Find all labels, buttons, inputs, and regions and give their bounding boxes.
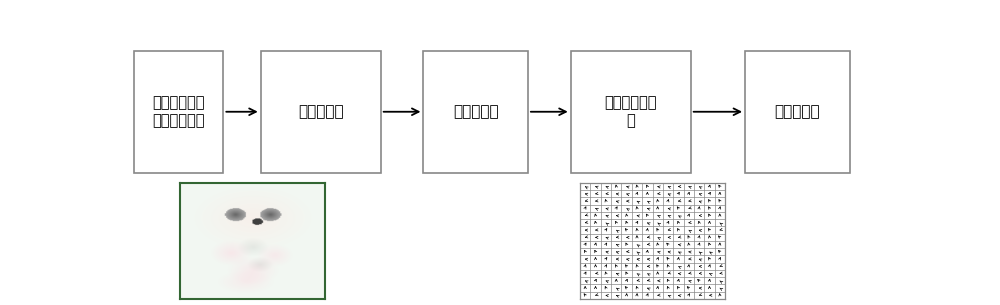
Text: 检测／归类: 检测／归类 [774, 104, 820, 119]
Bar [745, 51, 850, 173]
Text: 光流场估计: 光流场估计 [298, 104, 344, 119]
Bar [571, 51, 691, 173]
Bar [423, 51, 528, 173]
Bar [261, 51, 381, 173]
Text: 对图像序列插
值到指定帧数: 对图像序列插 值到指定帧数 [153, 95, 205, 128]
Text: 迭代估计主方
向: 迭代估计主方 向 [604, 95, 657, 128]
Bar [134, 51, 223, 173]
Text: 精细化对齐: 精细化对齐 [453, 104, 498, 119]
